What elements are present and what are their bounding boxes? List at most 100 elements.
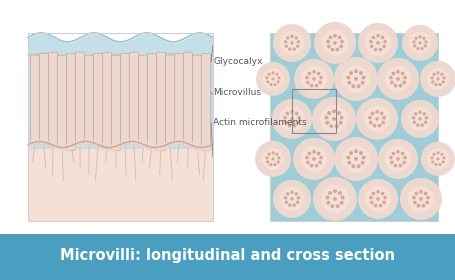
- Circle shape: [338, 36, 342, 39]
- Circle shape: [275, 73, 278, 76]
- Circle shape: [440, 73, 444, 76]
- Circle shape: [378, 124, 381, 127]
- Circle shape: [305, 76, 309, 80]
- Circle shape: [430, 76, 434, 80]
- Circle shape: [435, 83, 438, 86]
- Circle shape: [297, 196, 300, 199]
- Circle shape: [381, 121, 385, 124]
- Circle shape: [439, 83, 442, 86]
- Circle shape: [378, 139, 418, 179]
- Circle shape: [305, 156, 309, 160]
- Circle shape: [284, 121, 288, 124]
- Circle shape: [424, 192, 428, 195]
- Circle shape: [356, 98, 398, 140]
- Circle shape: [273, 163, 277, 166]
- FancyBboxPatch shape: [40, 54, 48, 145]
- FancyBboxPatch shape: [121, 54, 130, 143]
- Text: Glycocalyx: Glycocalyx: [213, 57, 263, 66]
- Circle shape: [293, 203, 296, 207]
- Circle shape: [358, 23, 398, 63]
- FancyBboxPatch shape: [102, 52, 111, 149]
- Circle shape: [383, 40, 387, 43]
- Circle shape: [297, 40, 300, 43]
- Circle shape: [346, 76, 350, 80]
- Circle shape: [383, 196, 387, 199]
- Circle shape: [266, 76, 268, 79]
- Circle shape: [431, 160, 434, 164]
- FancyBboxPatch shape: [49, 52, 57, 147]
- FancyBboxPatch shape: [111, 55, 121, 151]
- Circle shape: [402, 25, 438, 61]
- Circle shape: [332, 117, 336, 121]
- Circle shape: [374, 48, 377, 52]
- Circle shape: [342, 145, 370, 173]
- Circle shape: [290, 110, 294, 114]
- FancyBboxPatch shape: [57, 55, 66, 149]
- FancyBboxPatch shape: [66, 54, 76, 151]
- Bar: [270, 33, 438, 221]
- FancyBboxPatch shape: [94, 54, 102, 147]
- Circle shape: [271, 157, 275, 160]
- Circle shape: [310, 84, 313, 87]
- Circle shape: [319, 156, 323, 160]
- Circle shape: [399, 164, 402, 167]
- FancyBboxPatch shape: [130, 52, 138, 145]
- Circle shape: [312, 77, 316, 81]
- Text: Microvillus: Microvillus: [213, 88, 261, 97]
- Circle shape: [294, 59, 334, 99]
- Circle shape: [306, 81, 309, 84]
- Circle shape: [324, 116, 329, 120]
- Circle shape: [423, 112, 426, 116]
- Circle shape: [269, 163, 273, 166]
- Circle shape: [354, 149, 358, 153]
- Circle shape: [354, 69, 358, 73]
- Circle shape: [442, 156, 445, 159]
- Circle shape: [408, 186, 434, 212]
- Circle shape: [382, 116, 386, 120]
- Circle shape: [400, 178, 442, 220]
- Circle shape: [413, 44, 416, 48]
- Circle shape: [369, 40, 373, 43]
- Circle shape: [385, 146, 411, 172]
- Circle shape: [312, 150, 316, 154]
- Circle shape: [288, 47, 292, 51]
- Circle shape: [277, 160, 280, 164]
- Circle shape: [436, 77, 440, 81]
- Circle shape: [396, 70, 400, 74]
- Circle shape: [262, 68, 284, 90]
- FancyBboxPatch shape: [183, 52, 192, 147]
- Circle shape: [379, 48, 382, 52]
- Circle shape: [376, 34, 380, 38]
- Circle shape: [273, 24, 311, 62]
- Circle shape: [370, 45, 374, 48]
- Circle shape: [279, 106, 305, 132]
- Circle shape: [301, 66, 327, 92]
- Circle shape: [381, 192, 384, 195]
- Circle shape: [319, 76, 323, 80]
- Circle shape: [272, 71, 274, 74]
- Circle shape: [403, 76, 407, 80]
- Circle shape: [320, 105, 348, 133]
- Circle shape: [401, 100, 439, 138]
- Circle shape: [294, 36, 298, 39]
- Circle shape: [330, 204, 334, 208]
- Circle shape: [359, 151, 363, 155]
- Circle shape: [396, 77, 400, 81]
- Circle shape: [295, 112, 298, 115]
- Circle shape: [313, 177, 357, 221]
- Circle shape: [420, 123, 424, 127]
- Circle shape: [290, 117, 294, 121]
- Circle shape: [272, 77, 274, 80]
- Circle shape: [368, 116, 372, 120]
- Circle shape: [421, 142, 455, 176]
- FancyBboxPatch shape: [147, 54, 157, 149]
- Circle shape: [340, 40, 344, 44]
- Circle shape: [347, 161, 351, 165]
- Circle shape: [288, 124, 291, 127]
- Circle shape: [306, 161, 310, 164]
- Circle shape: [390, 81, 394, 84]
- Circle shape: [269, 83, 273, 86]
- Circle shape: [296, 121, 300, 124]
- Circle shape: [379, 204, 382, 207]
- Circle shape: [381, 36, 384, 39]
